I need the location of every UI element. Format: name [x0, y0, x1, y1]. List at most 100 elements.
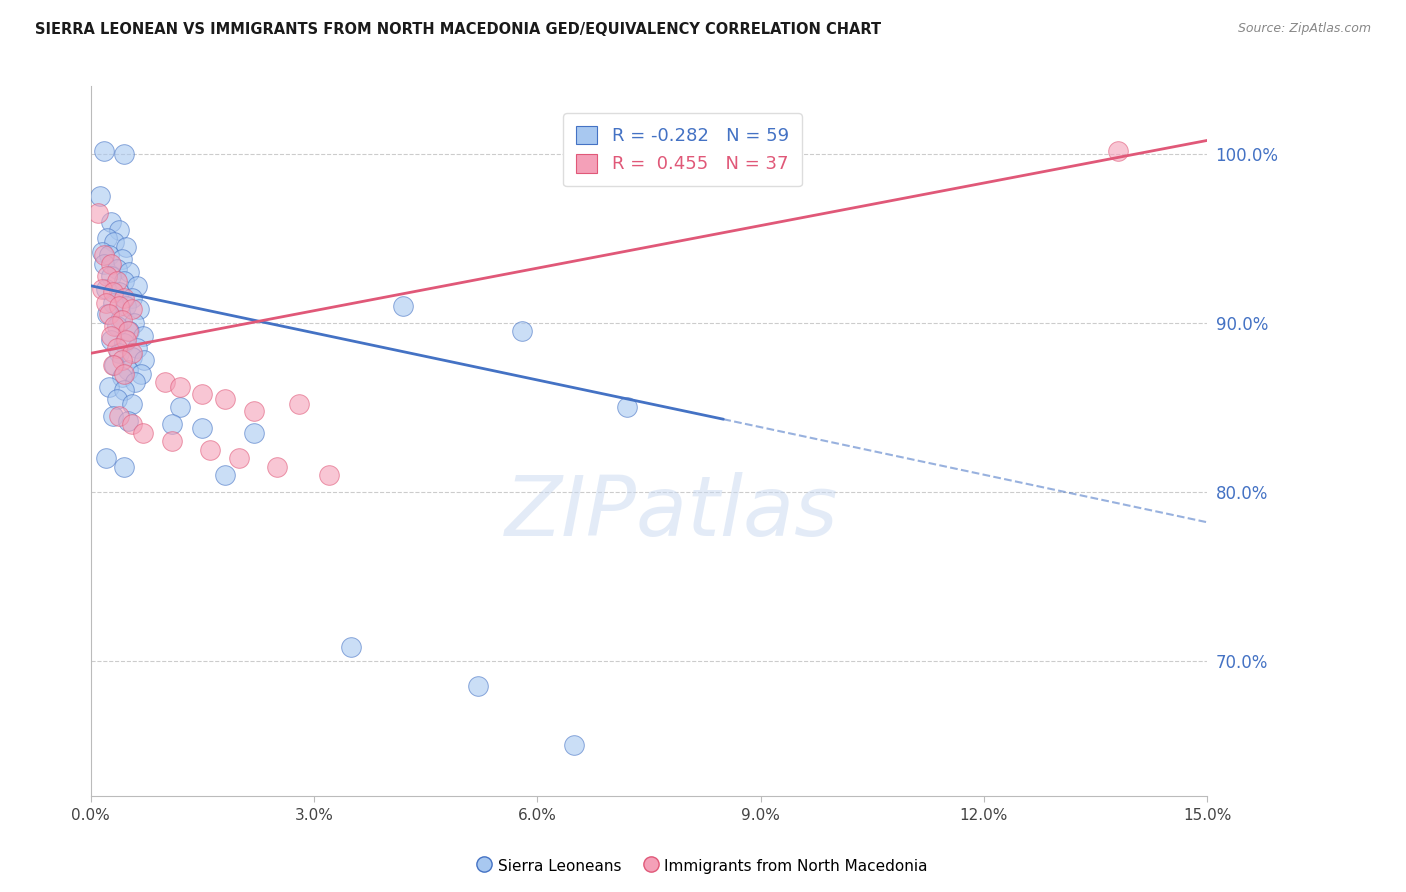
Point [169, 401, 191, 415]
Point [100, 333, 122, 347]
Point [512, 324, 534, 338]
Point [108, 223, 131, 237]
Point [111, 312, 134, 326]
Point [243, 403, 266, 417]
Point [122, 316, 145, 330]
Point [101, 285, 124, 300]
Point [112, 384, 135, 398]
Point [124, 375, 146, 389]
Point [98, 248, 121, 262]
Point [112, 336, 135, 351]
Point [112, 147, 135, 161]
Point [288, 397, 311, 411]
Point [118, 265, 141, 279]
Point [169, 380, 191, 394]
Point [100, 329, 122, 343]
Point [214, 467, 236, 482]
Point [191, 387, 214, 401]
Point [121, 417, 143, 432]
Point [98, 308, 121, 322]
Point [87, 206, 110, 220]
Point [90, 244, 112, 259]
Point [94, 282, 117, 296]
Point [129, 367, 152, 381]
Point [110, 312, 132, 326]
Point [112, 367, 135, 381]
Point [112, 459, 135, 474]
Point [93, 248, 115, 262]
Point [105, 341, 128, 355]
Point [125, 278, 148, 293]
Point [108, 409, 131, 423]
Point [103, 358, 125, 372]
Point [112, 291, 135, 305]
Point [121, 350, 143, 364]
Point [214, 392, 236, 406]
Point [121, 346, 143, 360]
Point [132, 329, 155, 343]
Point [96, 308, 118, 322]
Point [392, 299, 415, 313]
Point [340, 640, 363, 655]
Point [117, 324, 139, 338]
Point [228, 451, 250, 466]
Point [100, 268, 122, 283]
Point [121, 302, 143, 317]
Text: ZIPatlas: ZIPatlas [505, 472, 838, 553]
Legend: R = -0.282   N = 59, R =  0.455   N = 37: R = -0.282 N = 59, R = 0.455 N = 37 [562, 113, 801, 186]
Point [121, 397, 143, 411]
Point [96, 231, 118, 245]
Point [111, 252, 134, 266]
Point [108, 346, 131, 360]
Point [128, 302, 150, 317]
Point [89, 189, 111, 203]
Point [117, 414, 139, 428]
Point [98, 380, 121, 394]
Point [111, 353, 134, 368]
Point [115, 240, 138, 254]
Point [94, 295, 117, 310]
Point [125, 341, 148, 355]
Point [117, 363, 139, 377]
Text: Source: ZipAtlas.com: Source: ZipAtlas.com [1237, 22, 1371, 36]
Point [198, 442, 221, 457]
Point [118, 324, 141, 338]
Point [101, 358, 124, 372]
Point [115, 333, 138, 347]
Point [103, 319, 125, 334]
Point [134, 353, 156, 368]
Point [162, 417, 184, 432]
Point [153, 375, 176, 389]
Point [616, 401, 638, 415]
Point [93, 257, 115, 271]
Point [111, 370, 134, 384]
Point [105, 261, 128, 276]
Point [112, 274, 135, 288]
Point [105, 392, 128, 406]
Point [100, 214, 122, 228]
Text: SIERRA LEONEAN VS IMMIGRANTS FROM NORTH MACEDONIA GED/EQUIVALENCY CORRELATION CH: SIERRA LEONEAN VS IMMIGRANTS FROM NORTH … [35, 22, 882, 37]
Point [101, 295, 124, 310]
Point [243, 425, 266, 440]
Point [108, 285, 131, 300]
Point [1107, 144, 1129, 158]
Point [266, 459, 288, 474]
Point [318, 467, 340, 482]
Point [108, 299, 131, 313]
Point [467, 679, 489, 693]
Point [105, 319, 128, 334]
Point [94, 451, 117, 466]
Point [103, 235, 125, 249]
Legend: Sierra Leoneans, Immigrants from North Macedonia: Sierra Leoneans, Immigrants from North M… [472, 852, 934, 880]
Point [101, 409, 124, 423]
Point [93, 144, 115, 158]
Point [121, 291, 143, 305]
Point [96, 268, 118, 283]
Point [191, 420, 214, 434]
Point [132, 425, 155, 440]
Point [90, 282, 112, 296]
Point [105, 274, 128, 288]
Point [100, 257, 122, 271]
Point [162, 434, 184, 449]
Point [564, 739, 586, 753]
